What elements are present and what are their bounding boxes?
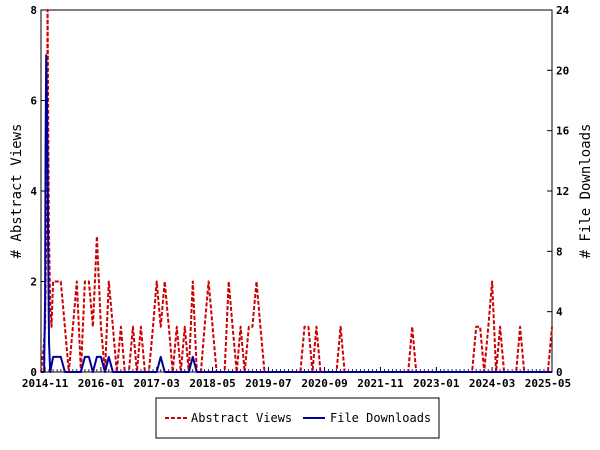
y-left-tick-label: 8	[30, 4, 37, 17]
x-tick-label: 2014-11	[22, 377, 69, 390]
x-tick-label: 2020-09	[301, 377, 347, 390]
x-tick-label: 2018-05	[189, 377, 235, 390]
x-tick-label: 2016-01	[78, 377, 125, 390]
series-line-abstract-views	[40, 9, 553, 373]
plot-frame	[40, 9, 553, 373]
x-tick-label: 2017-03	[134, 377, 180, 390]
y-right-tick-label: 16	[556, 125, 570, 138]
x-tick-label: 2024-03	[469, 377, 515, 390]
x-tick-label: 2023-01	[413, 377, 460, 390]
y-right-tick-label: 0	[556, 366, 563, 379]
legend: Abstract Views File Downloads	[155, 397, 440, 439]
y-left-tick-label: 4	[30, 185, 37, 198]
legend-label-file-downloads: File Downloads	[330, 411, 431, 425]
y-axis-right-title: # File Downloads	[578, 124, 594, 259]
y-axis-left-title: # Abstract Views	[9, 124, 25, 259]
y-left-tick-label: 6	[30, 95, 37, 108]
legend-box	[155, 397, 440, 439]
y-left-tick-label: 2	[30, 276, 37, 289]
y-left-tick-label: 0	[30, 366, 37, 379]
x-tick-label: 2025-05	[525, 377, 571, 390]
y-right-tick-label: 20	[556, 64, 569, 77]
y-right-tick-label: 4	[556, 306, 563, 319]
x-tick-label: 2019-07	[245, 377, 291, 390]
y-right-tick-label: 12	[556, 185, 569, 198]
series-line-file-downloads	[41, 54, 552, 373]
legend-label-abstract-views: Abstract Views	[191, 411, 292, 425]
x-tick-label: 2021-11	[357, 377, 404, 390]
y-right-tick-label: 8	[556, 245, 563, 258]
y-right-tick-label: 24	[556, 4, 570, 17]
